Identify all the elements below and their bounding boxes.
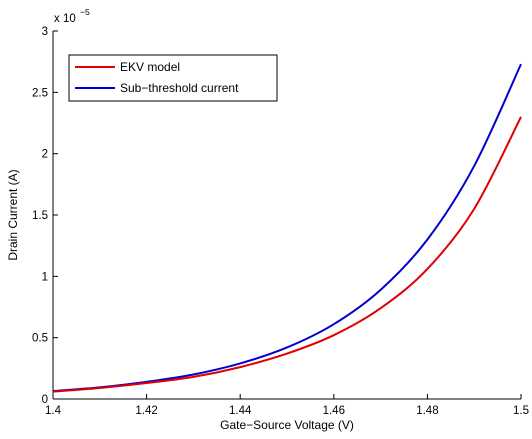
y-exponent-base: x 10 bbox=[54, 13, 76, 25]
x-axis-label: Gate−Source Voltage (V) bbox=[220, 418, 354, 432]
y-axis-label: Drain Current (A) bbox=[6, 169, 20, 260]
x-tick-label: 1.44 bbox=[229, 405, 252, 417]
legend-label-ekv-model: EKV model bbox=[120, 60, 180, 74]
y-tick-label: 2.5 bbox=[32, 87, 48, 99]
y-exponent-power: −5 bbox=[80, 7, 90, 17]
x-tick-label: 1.4 bbox=[45, 405, 62, 417]
legend-box bbox=[68, 54, 278, 102]
x-tick-label: 1.48 bbox=[416, 405, 438, 417]
series-line-ekv-model bbox=[52, 116, 522, 393]
legend: EKV model Sub−threshold current bbox=[68, 54, 278, 102]
y-tick-label: 0 bbox=[42, 394, 48, 406]
series-layer bbox=[52, 63, 522, 393]
series-line-sub-threshold-current bbox=[52, 63, 522, 393]
tick-layer: 1.4 1.42 1.44 1.46 1.48 1.5 0 0.5 1 1.5 2 2.5 3 bbox=[32, 26, 529, 417]
y-tick-label: 0.5 bbox=[32, 333, 48, 345]
y-tick-label: 1 bbox=[42, 271, 48, 283]
legend-label-sub-threshold-current: Sub−threshold current bbox=[120, 81, 239, 95]
x-tick-label: 1.5 bbox=[513, 405, 529, 417]
y-tick-label: 2 bbox=[42, 149, 48, 161]
x-tick-label: 1.42 bbox=[135, 405, 157, 417]
y-tick-label: 3 bbox=[42, 26, 48, 38]
x-tick-label: 1.46 bbox=[323, 405, 345, 417]
y-tick-label: 1.5 bbox=[32, 210, 48, 222]
y-exponent: x 10 −5 bbox=[54, 7, 90, 25]
